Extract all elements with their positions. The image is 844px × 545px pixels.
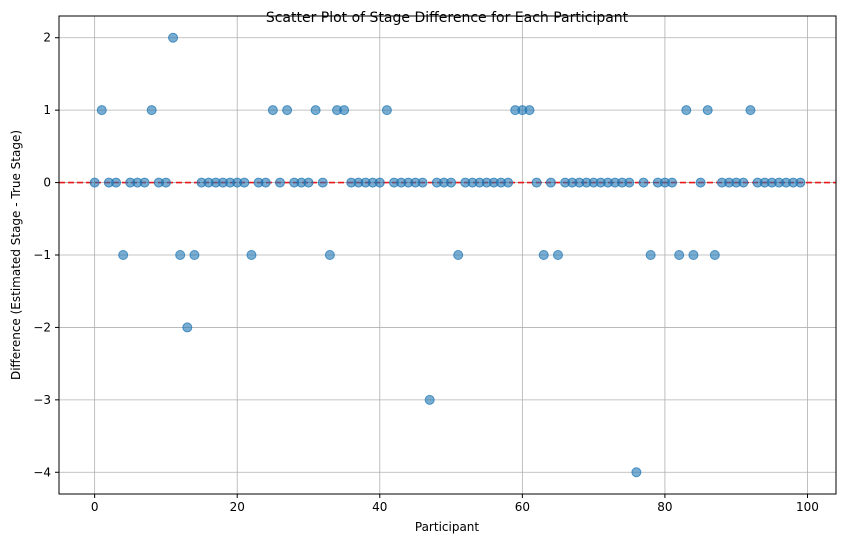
data-point bbox=[545, 177, 556, 188]
data-point bbox=[681, 105, 692, 116]
x-tick-label: 20 bbox=[230, 500, 245, 514]
data-point bbox=[503, 177, 514, 188]
y-axis-label: Difference (Estimated Stage - True Stage… bbox=[9, 130, 23, 380]
data-point bbox=[638, 177, 649, 188]
data-point bbox=[631, 467, 642, 478]
y-tick-label: −1 bbox=[33, 248, 51, 262]
data-point bbox=[139, 177, 150, 188]
data-point bbox=[702, 105, 713, 116]
y-tick-label: −2 bbox=[33, 320, 51, 334]
data-point bbox=[374, 177, 385, 188]
data-point bbox=[310, 105, 321, 116]
data-point bbox=[89, 177, 100, 188]
data-point bbox=[688, 250, 699, 260]
data-point bbox=[417, 177, 428, 188]
data-point bbox=[239, 177, 250, 188]
data-point bbox=[175, 250, 186, 260]
data-point bbox=[168, 32, 179, 43]
data-point bbox=[267, 105, 278, 116]
data-point bbox=[317, 177, 328, 188]
data-point bbox=[524, 105, 535, 116]
chart-title: Scatter Plot of Stage Difference for Eac… bbox=[266, 10, 629, 26]
data-point bbox=[738, 177, 749, 188]
data-point bbox=[695, 177, 706, 188]
x-tick-label: 100 bbox=[796, 500, 819, 514]
data-point bbox=[624, 177, 635, 188]
data-point bbox=[146, 105, 157, 116]
data-point bbox=[96, 105, 107, 116]
x-tick-label: 80 bbox=[657, 500, 672, 514]
data-point bbox=[552, 250, 563, 260]
data-points bbox=[89, 32, 806, 478]
data-point bbox=[667, 177, 678, 188]
data-point bbox=[446, 177, 457, 188]
data-point bbox=[424, 394, 435, 405]
x-tick-label: 40 bbox=[372, 500, 387, 514]
data-point bbox=[160, 177, 171, 188]
y-tick-label: −3 bbox=[33, 393, 51, 407]
x-axis-label: Participant bbox=[415, 520, 480, 534]
x-tick-label: 0 bbox=[91, 500, 99, 514]
data-point bbox=[303, 177, 314, 188]
data-point bbox=[531, 177, 542, 188]
data-point bbox=[381, 105, 392, 116]
x-axis: 0 20 40 60 80 100 bbox=[91, 494, 819, 514]
data-point bbox=[674, 250, 685, 260]
data-point bbox=[795, 177, 806, 188]
data-point bbox=[645, 250, 656, 260]
data-point bbox=[339, 105, 350, 116]
data-point bbox=[246, 250, 257, 260]
data-point bbox=[324, 250, 335, 260]
data-point bbox=[118, 250, 129, 260]
data-point bbox=[189, 250, 200, 260]
y-tick-label: 2 bbox=[43, 31, 51, 45]
data-point bbox=[453, 250, 464, 260]
data-point bbox=[709, 250, 720, 260]
data-point bbox=[260, 177, 271, 188]
y-tick-label: 1 bbox=[43, 103, 51, 117]
data-point bbox=[282, 105, 293, 116]
data-point bbox=[745, 105, 756, 116]
data-point bbox=[274, 177, 285, 188]
data-point bbox=[182, 322, 193, 333]
x-tick-label: 60 bbox=[515, 500, 530, 514]
data-point bbox=[538, 250, 549, 260]
y-axis: −4 −3 −2 −1 0 1 2 bbox=[33, 31, 59, 479]
y-tick-label: 0 bbox=[43, 176, 51, 190]
y-tick-label: −4 bbox=[33, 465, 51, 479]
data-point bbox=[111, 177, 122, 188]
